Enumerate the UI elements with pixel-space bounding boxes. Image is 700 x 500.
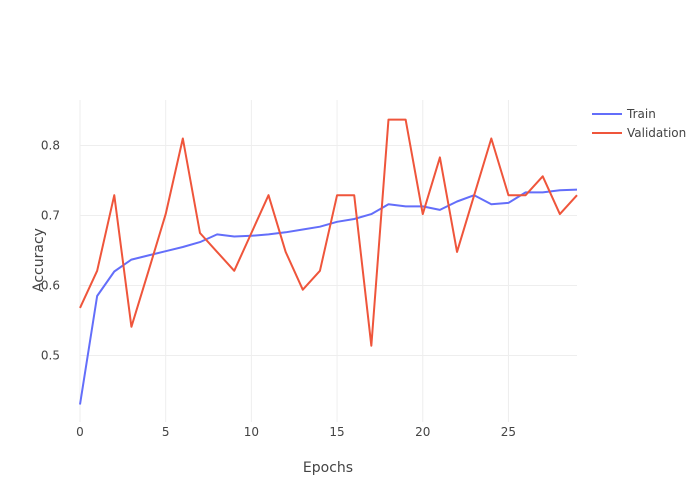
series-lines [79, 118, 578, 405]
legend: Train Validation [592, 107, 686, 140]
x-tick-label: 0 [76, 425, 84, 439]
series-line-train [79, 188, 578, 405]
y-tick-label: 0.7 [41, 209, 60, 223]
legend-label-train: Train [626, 107, 656, 121]
y-axis-title: Accuracy [31, 228, 47, 292]
legend-label-validation: Validation [627, 126, 686, 140]
x-tick-label: 20 [415, 425, 430, 439]
x-tick-label: 5 [162, 425, 170, 439]
y-axis-ticks: 0.5 0.6 0.7 0.8 [41, 139, 60, 363]
x-axis-ticks: 0 5 10 15 20 25 [76, 425, 516, 439]
x-tick-label: 15 [329, 425, 344, 439]
x-tick-label: 25 [501, 425, 516, 439]
y-tick-label: 0.6 [41, 279, 60, 293]
x-tick-label: 10 [244, 425, 259, 439]
grid [79, 100, 577, 422]
y-tick-label: 0.8 [41, 139, 60, 153]
x-axis-title: Epochs [303, 460, 353, 476]
series-line-validation [79, 118, 578, 347]
y-tick-label: 0.5 [41, 349, 60, 363]
